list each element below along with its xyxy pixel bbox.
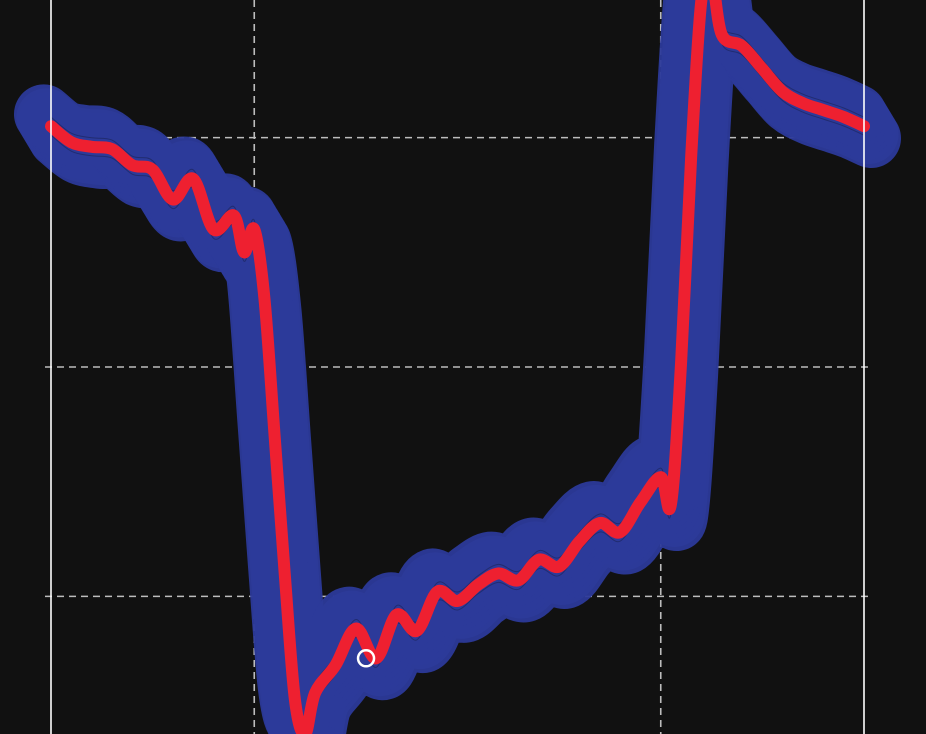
envelope-band-texture-0 — [50, 0, 865, 726]
cursor-marker-circle — [356, 649, 376, 668]
signal-trace-line — [45, 0, 870, 734]
plot-border — [50, 0, 865, 734]
cursor-marker — [356, 649, 376, 668]
envelope-band-texture-2 — [50, 0, 865, 734]
signal-trace — [45, 0, 870, 734]
